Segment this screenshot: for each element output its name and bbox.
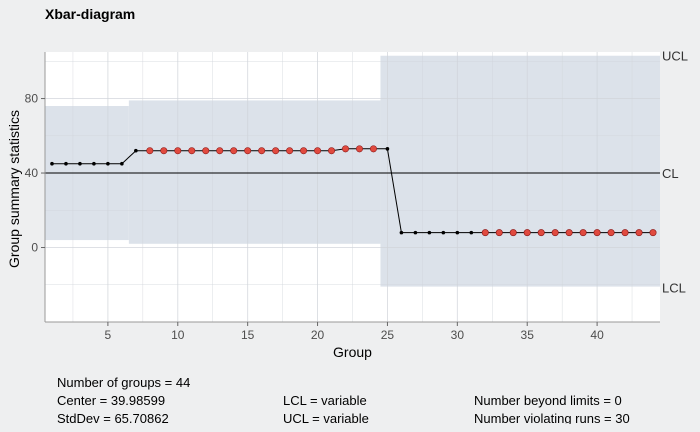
x-tick-label: 10 — [171, 328, 185, 342]
summary-stats: Number of groups = 44 Center = 39.98599 … — [57, 374, 697, 424]
violating-point — [328, 147, 336, 155]
violating-point — [649, 229, 657, 237]
data-point — [413, 230, 418, 235]
x-tick-label: 25 — [381, 328, 395, 342]
y-tick-label: 40 — [25, 166, 39, 180]
data-point — [385, 147, 390, 151]
axes — [41, 52, 660, 326]
data-series — [50, 145, 657, 237]
violating-point — [286, 147, 294, 155]
data-point — [92, 161, 96, 166]
data-point — [455, 230, 460, 235]
y-axis-title: Group summary statistics — [6, 110, 22, 268]
violating-point — [523, 229, 531, 237]
summary-cell: UCL = variable — [283, 411, 369, 424]
limit-band — [128, 100, 381, 244]
violating-point — [509, 229, 517, 237]
y-tick-label: 0 — [31, 241, 38, 255]
x-tick-label: 35 — [521, 328, 535, 342]
ucl-label: UCL — [662, 49, 688, 64]
violating-point — [635, 229, 643, 237]
violating-point — [174, 147, 182, 155]
violating-point — [369, 145, 377, 153]
violating-point — [537, 229, 545, 237]
violating-point — [272, 147, 280, 155]
violating-point — [300, 147, 308, 155]
summary-cell: Number beyond limits = 0 — [474, 393, 622, 408]
x-axis-title: Group — [333, 344, 372, 360]
violating-point — [579, 229, 587, 237]
axis-labels: 5 10 15 20 25 30 35 40 0 40 80 Group Group summary s… — [6, 49, 688, 360]
summary-cell: LCL = variable — [283, 393, 367, 408]
data-point — [78, 161, 82, 166]
violating-point — [355, 145, 363, 153]
violating-point — [244, 147, 252, 155]
violating-point — [621, 229, 629, 237]
violating-point — [230, 147, 238, 155]
data-point — [441, 230, 446, 235]
summary-cell: Number of groups = 44 — [57, 375, 191, 390]
violating-point — [495, 229, 503, 237]
summary-row: Center = 39.98599 LCL = variable Number … — [57, 392, 697, 410]
violating-point — [160, 147, 168, 155]
summary-row: Number of groups = 44 — [57, 374, 697, 392]
data-point — [399, 230, 404, 235]
gridlines — [45, 52, 660, 323]
x-tick-label: 5 — [105, 328, 112, 342]
data-point — [134, 148, 138, 153]
violating-point — [342, 145, 350, 153]
summary-cell: Center = 39.98599 — [57, 393, 166, 408]
violating-point — [593, 229, 601, 237]
data-point — [427, 230, 432, 235]
x-tick-label: 15 — [241, 328, 255, 342]
violating-point — [146, 147, 154, 155]
x-tick-label: 20 — [311, 328, 325, 342]
xbar-chart: 5 10 15 20 25 30 35 40 0 40 80 Group Group summary s… — [6, 49, 688, 360]
cl-label: CL — [662, 166, 679, 181]
violating-point — [216, 147, 224, 155]
chart-title: Xbar-diagram — [45, 6, 136, 22]
violating-point — [551, 229, 559, 237]
violating-point — [188, 147, 196, 155]
data-point — [64, 161, 68, 166]
violating-point — [202, 147, 210, 155]
violating-point — [565, 229, 573, 237]
x-tick-label: 40 — [590, 328, 604, 342]
violating-point — [607, 229, 615, 237]
data-point — [120, 161, 124, 166]
summary-row: StdDev = 65.70862 UCL = variable Number … — [57, 410, 697, 424]
data-point — [50, 161, 54, 166]
summary-cell: Number violating runs = 30 — [474, 411, 630, 424]
lcl-label: LCL — [662, 281, 686, 296]
violating-point — [481, 229, 489, 237]
limit-band — [380, 55, 660, 287]
data-point — [106, 161, 110, 166]
violating-point — [258, 147, 266, 155]
y-tick-label: 80 — [25, 92, 39, 106]
violating-point — [314, 147, 322, 155]
data-point — [469, 230, 474, 235]
summary-cell: StdDev = 65.70862 — [57, 411, 169, 424]
x-tick-label: 30 — [451, 328, 465, 342]
